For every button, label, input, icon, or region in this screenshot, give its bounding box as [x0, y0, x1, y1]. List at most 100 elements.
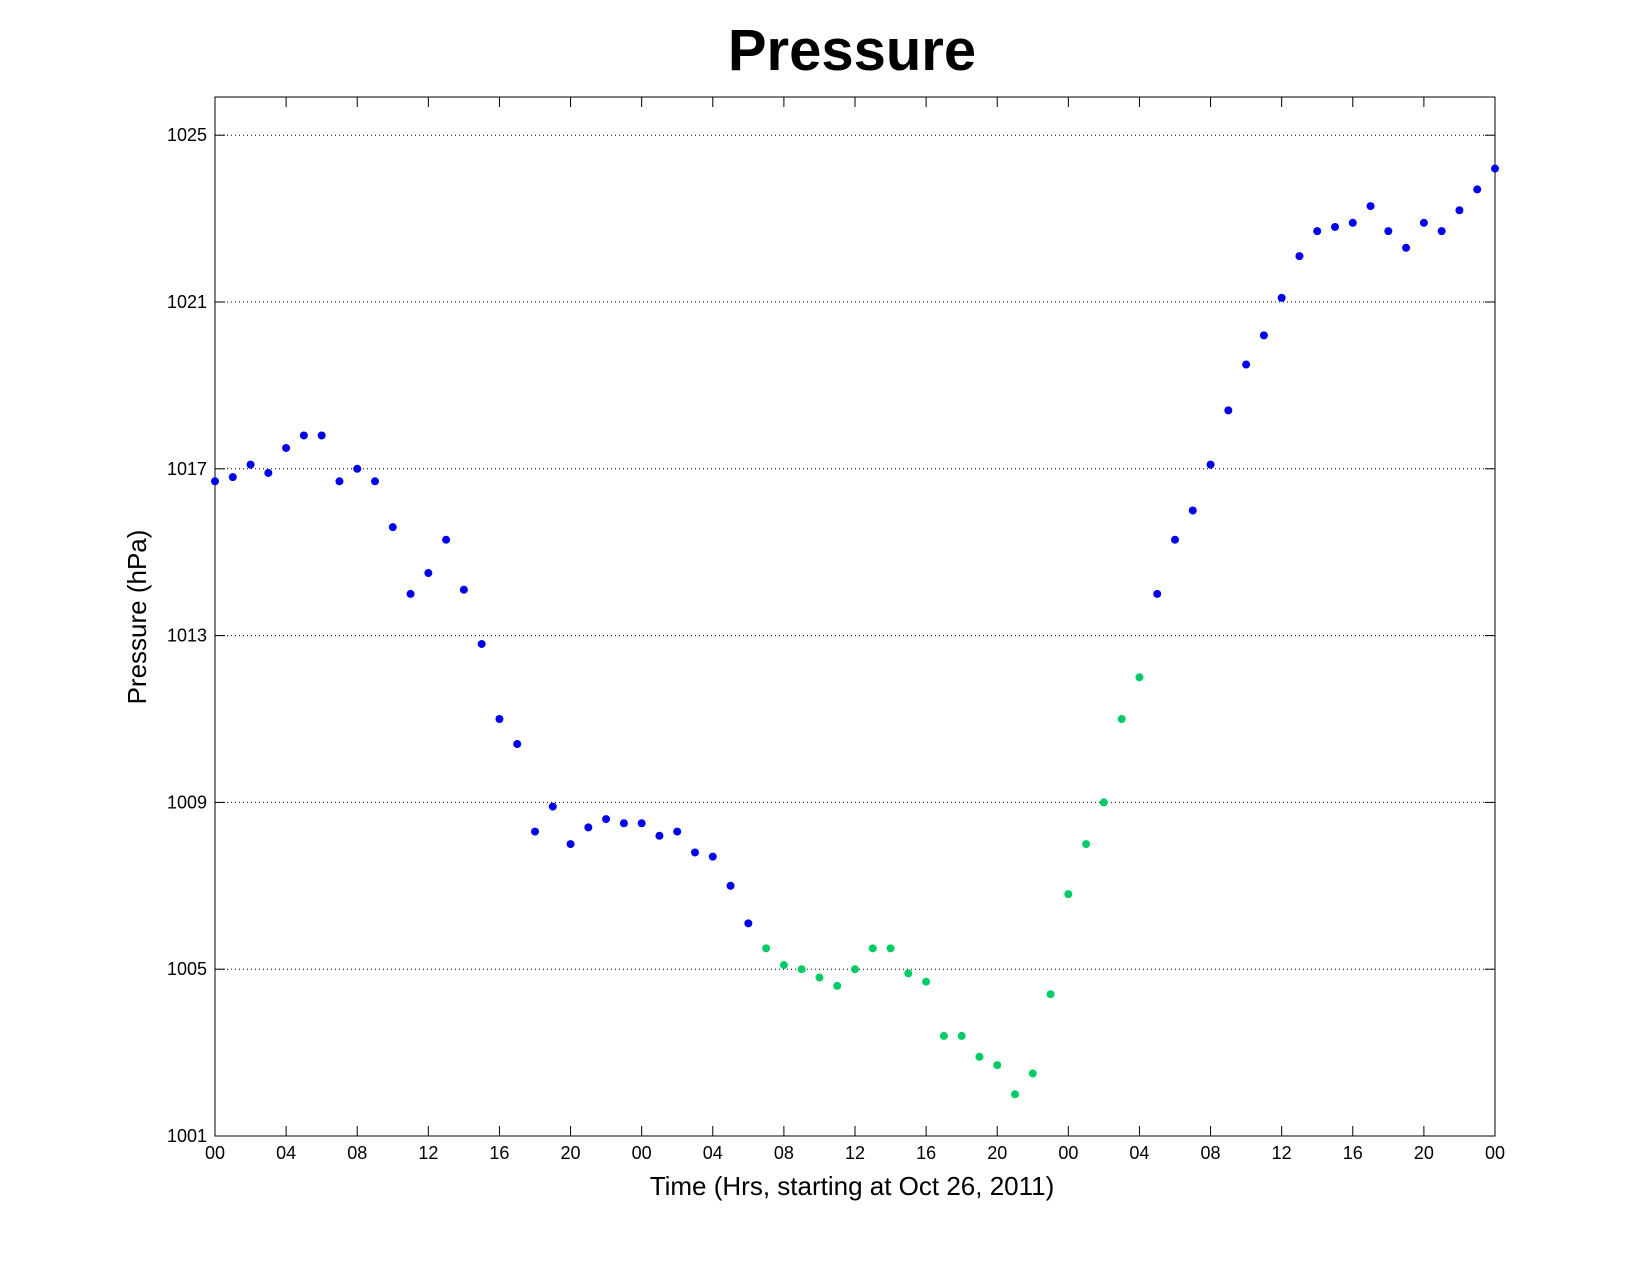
data-point: [459, 585, 468, 594]
gridlines: [215, 134, 1495, 970]
data-point: [1277, 293, 1286, 302]
x-tick-label: 08: [347, 1143, 367, 1163]
data-point: [1224, 406, 1233, 415]
data-point: [691, 848, 699, 857]
data-point: [1331, 222, 1339, 231]
x-tick-label: 16: [916, 1143, 936, 1163]
data-point: [1473, 185, 1482, 194]
data-point: [1419, 218, 1428, 227]
data-point: [584, 823, 593, 832]
data-point: [477, 639, 486, 648]
data-point: [744, 919, 753, 928]
data-point: [797, 965, 806, 974]
y-tick-label: 1025: [167, 125, 207, 145]
data-point: [1011, 1090, 1019, 1099]
data-point: [655, 831, 664, 840]
data-point: [282, 443, 291, 452]
data-point: [1259, 331, 1268, 340]
data-point: [957, 1031, 966, 1040]
data-point: [1082, 840, 1091, 849]
data-point: [1455, 206, 1464, 215]
data-point: [993, 1061, 1002, 1070]
x-axis-label: Time (Hrs, starting at Oct 26, 2011): [650, 1171, 1055, 1201]
data-point: [904, 969, 913, 978]
data-point: [317, 431, 326, 440]
x-tick-label: 20: [1414, 1143, 1434, 1163]
y-tick-label: 1009: [167, 792, 207, 812]
data-point: [531, 827, 539, 836]
data-point: [211, 477, 219, 486]
x-tick-label: 04: [703, 1143, 723, 1163]
x-tick-label: 08: [774, 1143, 794, 1163]
x-tick-label: 04: [1129, 1143, 1149, 1163]
data-point: [353, 464, 362, 473]
data-point: [708, 852, 717, 861]
y-axis-label: Pressure (hPa): [122, 530, 152, 705]
data-point: [1099, 798, 1108, 807]
data-point: [1313, 227, 1322, 236]
x-tick-label: 20: [561, 1143, 581, 1163]
x-tick-label: 16: [1343, 1143, 1363, 1163]
data-point: [922, 977, 931, 986]
y-tick-labels: 1001 1005 1009 1013 1017 1021 1025: [167, 125, 207, 1146]
data-point: [726, 881, 735, 890]
x-tick-label: 20: [987, 1143, 1007, 1163]
x-tick-label: 08: [1201, 1143, 1221, 1163]
data-point: [513, 740, 522, 749]
y-tick-label: 1017: [167, 459, 207, 479]
data-point: [1117, 715, 1126, 723]
data-point: [1491, 164, 1499, 173]
x-tick-label: 00: [632, 1143, 652, 1163]
data-point: [424, 569, 433, 578]
data-point: [833, 981, 842, 990]
data-point: [1348, 218, 1357, 227]
data-point: [886, 944, 895, 953]
data-point: [673, 827, 682, 836]
data-point: [264, 468, 273, 477]
data-point: [371, 477, 379, 486]
y-tick-label: 1005: [167, 959, 207, 979]
x-tick-label: 04: [276, 1143, 296, 1163]
data-point: [1242, 360, 1251, 369]
data-point: [495, 715, 504, 723]
data-point: [1206, 460, 1215, 469]
data-point: [975, 1052, 984, 1061]
data-point: [939, 1031, 948, 1040]
y-tick-label: 1001: [167, 1126, 207, 1146]
data-point: [815, 973, 824, 982]
y-tick-label: 1013: [167, 626, 207, 646]
data-point: [246, 460, 255, 469]
data-point: [1366, 202, 1375, 211]
data-point: [388, 523, 397, 532]
data-point: [406, 589, 415, 598]
x-tick-label: 00: [1485, 1143, 1505, 1163]
data-point: [619, 819, 628, 828]
x-tick-label: 12: [845, 1143, 865, 1163]
data-point: [637, 819, 646, 828]
x-tick-label: 00: [205, 1143, 225, 1163]
data-point: [1046, 990, 1055, 999]
data-point: [1437, 227, 1446, 236]
x-tick-label: 12: [418, 1143, 438, 1163]
data-point: [868, 944, 877, 953]
data-point: [442, 535, 451, 544]
data-point: [851, 965, 859, 974]
data-point: [299, 431, 308, 440]
plot-area: [214, 96, 1496, 1137]
axis-ticks: [214, 97, 1496, 1137]
data-point: [779, 961, 788, 970]
data-point: [1384, 227, 1393, 236]
x-tick-label: 12: [1272, 1143, 1292, 1163]
data-point: [1171, 535, 1179, 544]
data-point: [1135, 673, 1144, 682]
x-tick-label: 16: [489, 1143, 509, 1163]
chart-title: Pressure: [728, 18, 976, 83]
data-point: [228, 473, 237, 482]
data-point: [1402, 243, 1411, 252]
data-point: [762, 944, 771, 953]
data-point: [566, 840, 575, 849]
y-tick-label: 1021: [167, 292, 207, 312]
data-points: [211, 164, 1499, 1099]
data-point: [1028, 1069, 1037, 1078]
